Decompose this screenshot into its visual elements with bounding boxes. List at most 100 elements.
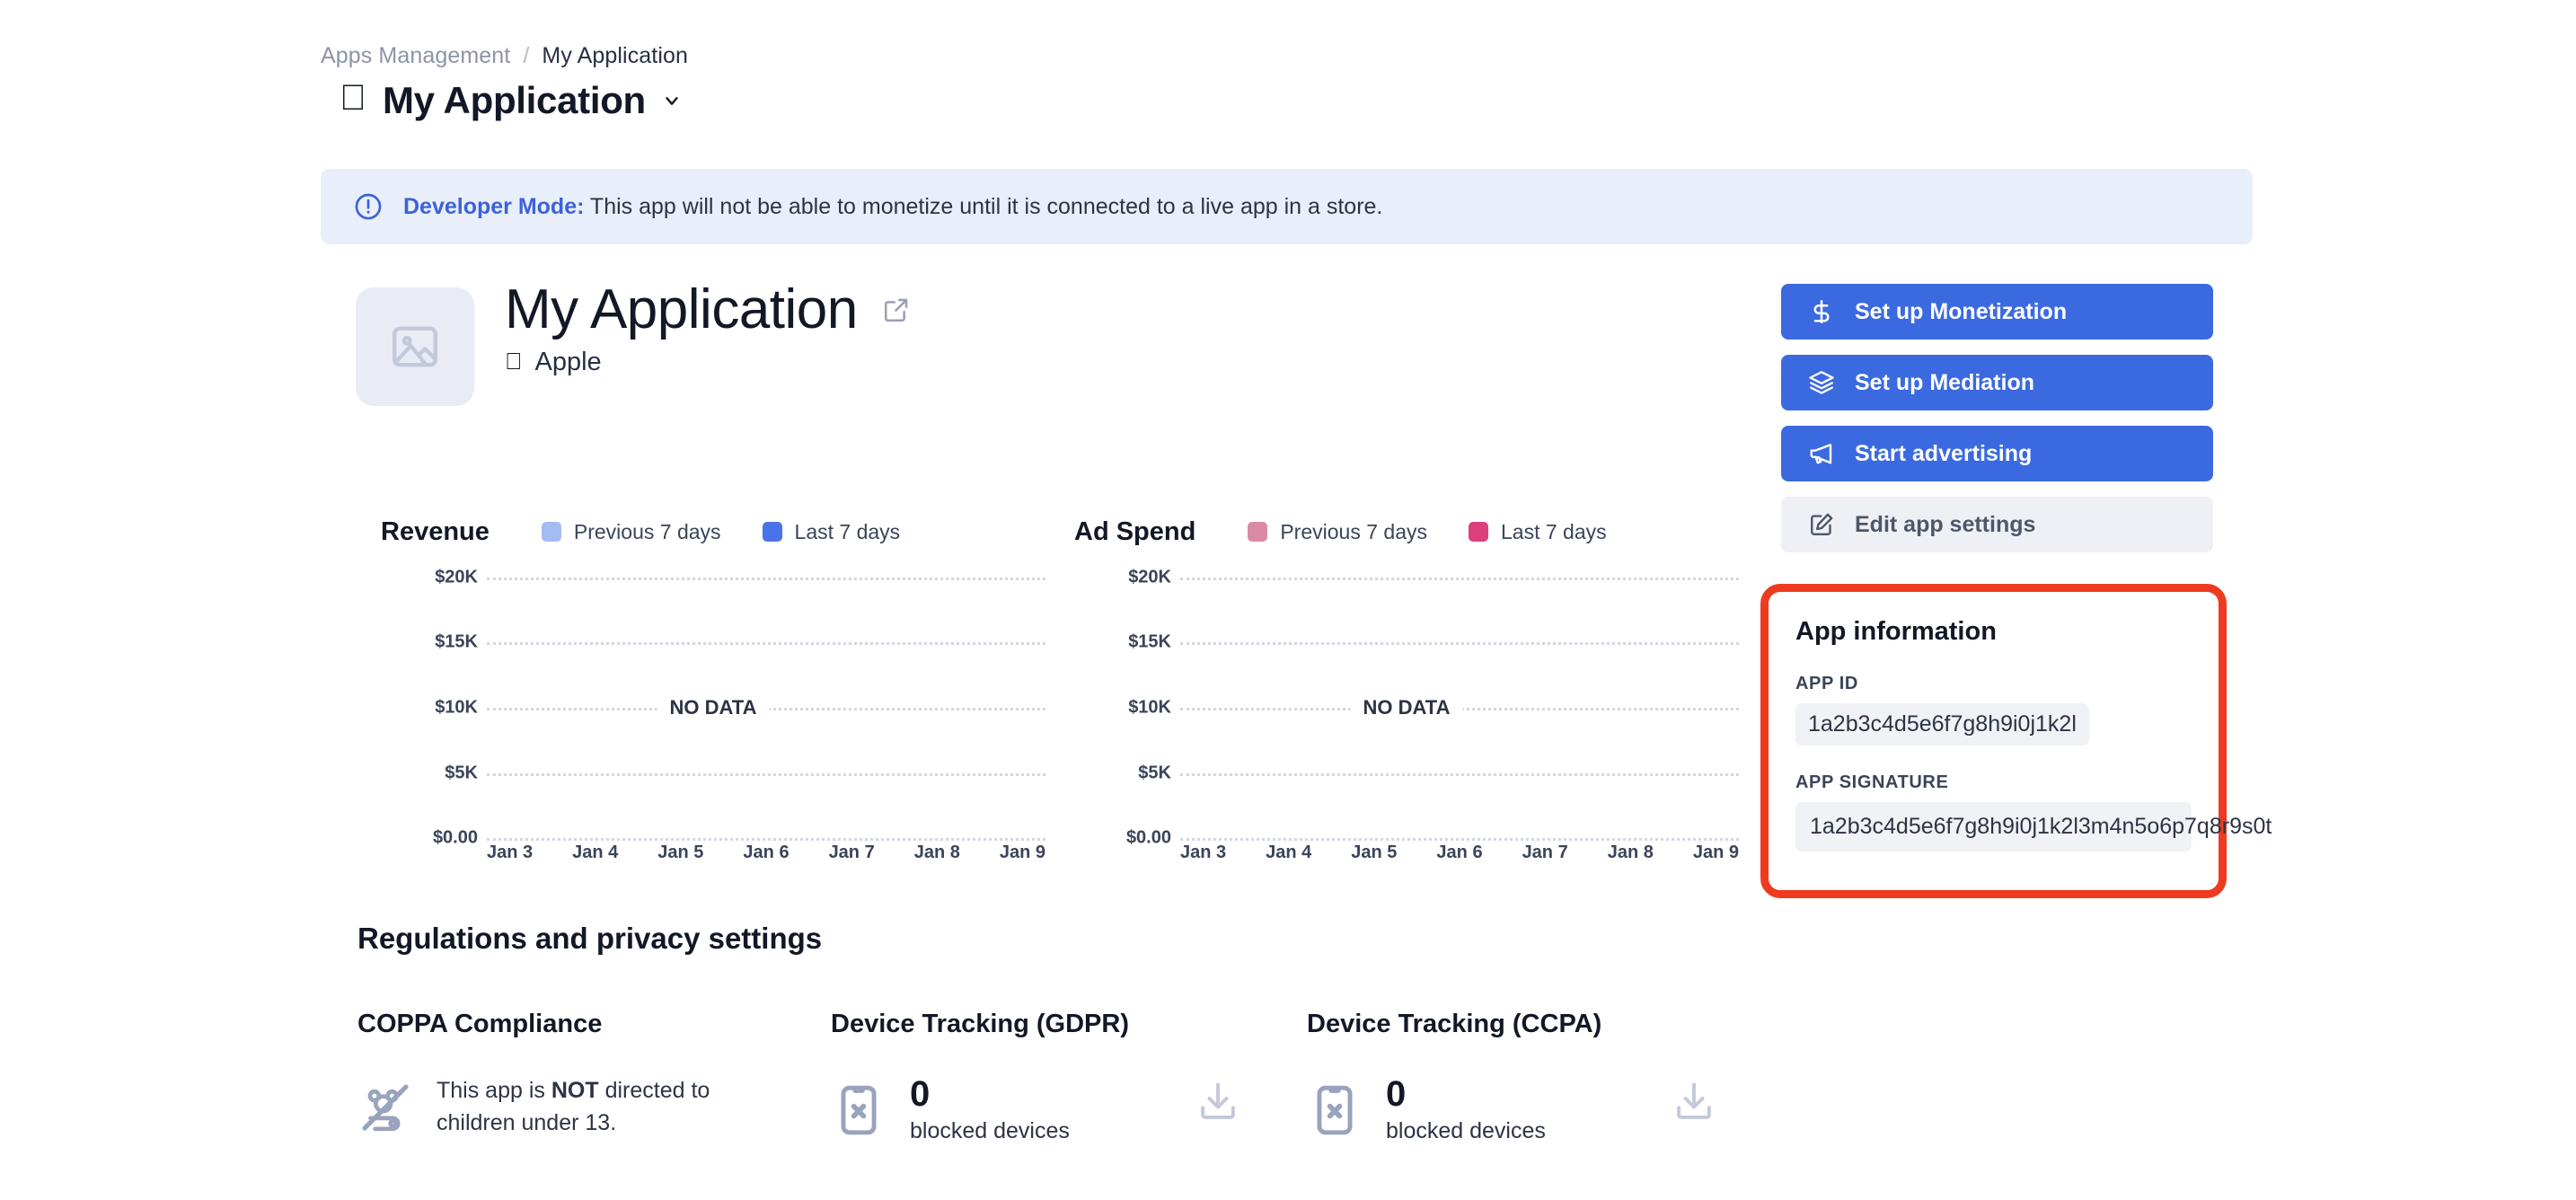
dollar-icon xyxy=(1808,298,1835,325)
gdpr-count-group: 0 blocked devices xyxy=(910,1075,1070,1144)
set-up-monetization-button[interactable]: Set up Monetization xyxy=(1781,284,2213,340)
legend-item-last-7-days[interactable]: Last 7 days xyxy=(762,519,901,544)
gridline xyxy=(1180,773,1739,776)
y-tick: $10K xyxy=(1128,697,1171,718)
gridline xyxy=(487,642,1045,645)
revenue-chart: Revenue Previous 7 days Last 7 days $20K… xyxy=(381,516,1045,862)
layers-icon xyxy=(1808,369,1835,396)
app-id-value[interactable]: 1a2b3c4d5e6f7g8h9i0j1k2l xyxy=(1795,703,2089,746)
y-tick: $0.00 xyxy=(432,827,478,848)
x-tick: Jan 7 xyxy=(1522,843,1568,862)
gdpr-blocked-count: 0 xyxy=(910,1074,931,1114)
y-tick: $20K xyxy=(1128,567,1171,587)
gridline xyxy=(1180,642,1739,645)
x-tick: Jan 6 xyxy=(743,843,790,862)
app-id-label: APP ID xyxy=(1795,674,1858,693)
phone-blocked-icon xyxy=(1307,1082,1363,1138)
gdpr-download-icon[interactable] xyxy=(1195,1078,1241,1125)
gdpr-heading: Device Tracking (GDPR) xyxy=(831,1010,1129,1038)
set-up-mediation-button[interactable]: Set up Mediation xyxy=(1781,355,2213,410)
edit-app-settings-label: Edit app settings xyxy=(1855,511,2036,537)
phone-blocked-icon xyxy=(831,1082,887,1138)
gridline xyxy=(1180,578,1739,580)
gridline xyxy=(487,838,1045,841)
breadcrumb-separator: / xyxy=(523,43,530,68)
y-tick: $20K xyxy=(435,567,478,587)
breadcrumb-current: My Application xyxy=(542,43,688,68)
app-signature-label: APP SIGNATURE xyxy=(1795,772,1949,792)
coppa-compliance-block: COPPA Compliance This app is NOT directe… xyxy=(357,1010,780,1139)
x-tick: Jan 4 xyxy=(572,843,619,862)
ccpa-tracking-block: Device Tracking (CCPA) 0 blocked devices xyxy=(1307,1010,1601,1144)
chevron-down-icon[interactable] xyxy=(662,91,682,110)
y-tick: $5K xyxy=(1138,763,1171,783)
coppa-text-bold: NOT xyxy=(551,1078,599,1103)
x-tick: Jan 8 xyxy=(913,843,960,862)
gridline xyxy=(1180,838,1739,841)
revenue-chart-title: Revenue xyxy=(381,516,490,546)
app-information-card: App information APP ID 1a2b3c4d5e6f7g8h9… xyxy=(1760,584,2272,898)
legend-item-previous-7-days[interactable]: Previous 7 days xyxy=(1248,520,1427,544)
legend-label-previous: Previous 7 days xyxy=(1280,519,1427,543)
y-tick: $5K xyxy=(445,763,478,783)
x-tick: Jan 6 xyxy=(1436,843,1483,862)
regulations-section-title: Regulations and privacy settings xyxy=(357,922,823,955)
x-tick: Jan 9 xyxy=(1692,843,1739,862)
legend-swatch-last xyxy=(762,522,782,542)
gridline xyxy=(487,773,1045,776)
ccpa-heading: Device Tracking (CCPA) xyxy=(1307,1010,1602,1038)
apple-icon:  xyxy=(505,349,523,373)
megaphone-icon xyxy=(1808,440,1835,467)
gdpr-tracking-block: Device Tracking (GDPR) 0 blocked devices xyxy=(831,1010,1129,1144)
app-thumbnail xyxy=(356,287,474,406)
set-up-monetization-label: Set up Monetization xyxy=(1855,298,2068,324)
ad-spend-plot-area: $20K $15K $10K $5K $0.00 NO DATA Jan 3 J… xyxy=(1074,568,1739,862)
legend-label-last: Last 7 days xyxy=(794,519,901,543)
banner-text: Developer Mode: This app will not be abl… xyxy=(403,194,1382,220)
legend-swatch-last xyxy=(1468,522,1488,542)
no-data-annotation: NO DATA xyxy=(1350,696,1463,719)
gridline xyxy=(487,578,1045,580)
legend-item-previous-7-days[interactable]: Previous 7 days xyxy=(541,520,721,544)
revenue-x-axis: Jan 3 Jan 4 Jan 5 Jan 6 Jan 7 Jan 8 Jan … xyxy=(487,843,1045,863)
coppa-text-after: directed to children under 13. xyxy=(437,1078,710,1135)
action-buttons: Set up Monetization Set up Mediation Sta… xyxy=(1781,284,2213,568)
no-children-icon xyxy=(357,1080,413,1135)
external-link-icon[interactable] xyxy=(881,295,912,325)
breadcrumb: Apps Management / My Application xyxy=(321,43,688,69)
ad-spend-chart-legend: Previous 7 days Last 7 days xyxy=(1248,519,1607,544)
legend-swatch-previous xyxy=(1248,522,1268,542)
no-data-annotation: NO DATA xyxy=(657,696,770,719)
y-tick: $0.00 xyxy=(1125,827,1171,848)
x-tick: Jan 3 xyxy=(487,843,534,862)
y-tick: $10K xyxy=(435,697,478,718)
developer-mode-banner: Developer Mode: This app will not be abl… xyxy=(321,169,2253,244)
apple-icon:  xyxy=(340,80,366,116)
edit-app-settings-button[interactable]: Edit app settings xyxy=(1781,497,2213,552)
app-switcher[interactable]:  My Application xyxy=(340,79,682,122)
legend-label-last: Last 7 days xyxy=(1500,519,1607,543)
x-tick: Jan 5 xyxy=(657,843,704,862)
gdpr-blocked-label: blocked devices xyxy=(910,1118,1070,1143)
y-tick: $15K xyxy=(1128,631,1171,652)
app-signature-value[interactable]: 1a2b3c4d5e6f7g8h9i0j1k2l3m4n5o6p7q8r9s0t xyxy=(1795,802,2272,851)
image-placeholder-icon xyxy=(387,319,443,375)
revenue-plot-area: $20K $15K $10K $5K $0.00 NO DATA Jan 3 J… xyxy=(381,568,1045,862)
ad-spend-x-axis: Jan 3 Jan 4 Jan 5 Jan 6 Jan 7 Jan 8 Jan … xyxy=(1180,843,1739,863)
revenue-chart-legend: Previous 7 days Last 7 days xyxy=(541,519,901,544)
legend-item-last-7-days[interactable]: Last 7 days xyxy=(1468,519,1607,544)
x-tick: Jan 9 xyxy=(999,843,1045,862)
ad-spend-chart: Ad Spend Previous 7 days Last 7 days $20… xyxy=(1074,516,1739,862)
start-advertising-button[interactable]: Start advertising xyxy=(1781,426,2213,481)
x-tick: Jan 3 xyxy=(1180,843,1227,862)
coppa-heading: COPPA Compliance xyxy=(357,1010,603,1038)
app-information-title: App information xyxy=(1795,617,1997,646)
banner-message: This app will not be able to monetize un… xyxy=(584,193,1383,219)
breadcrumb-link-apps-management[interactable]: Apps Management xyxy=(321,43,511,68)
banner-strong-label: Developer Mode: xyxy=(403,193,585,219)
coppa-text-before: This app is xyxy=(437,1078,551,1103)
x-tick: Jan 5 xyxy=(1351,843,1398,862)
ccpa-download-icon[interactable] xyxy=(1671,1078,1717,1125)
ad-spend-chart-title: Ad Spend xyxy=(1074,516,1196,546)
